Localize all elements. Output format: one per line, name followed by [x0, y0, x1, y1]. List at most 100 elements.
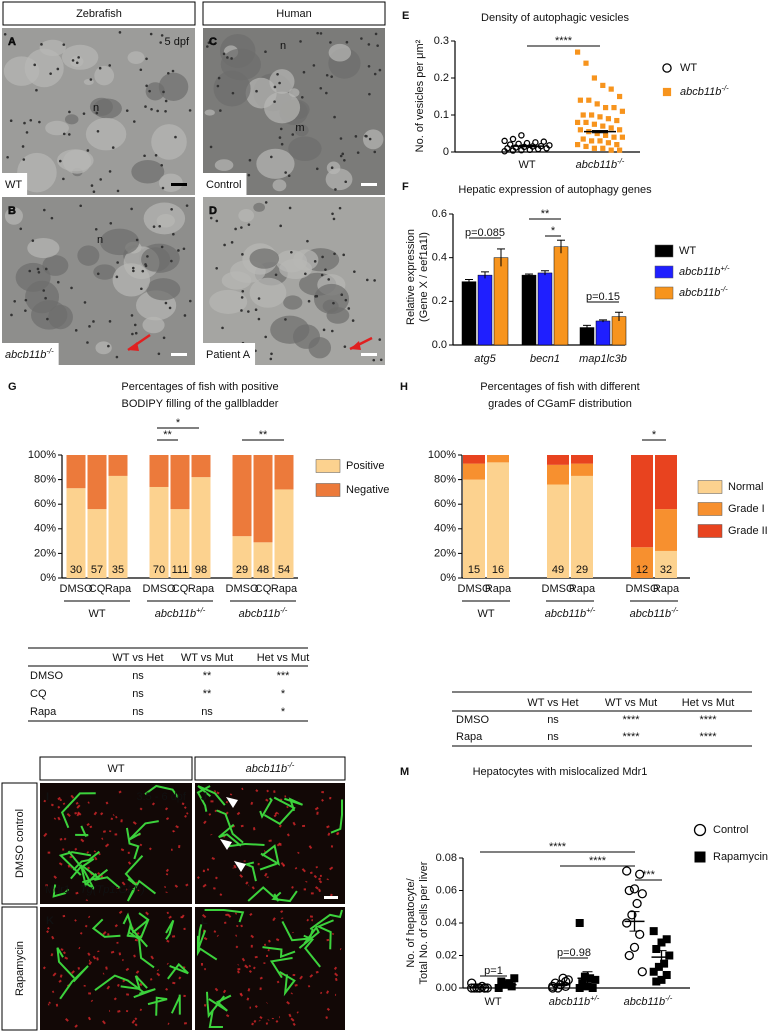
mdr1-signal: [50, 953, 54, 957]
data-point: [605, 116, 611, 122]
organelle: [288, 136, 322, 162]
granule: [170, 259, 173, 263]
biliary-signal: [91, 918, 121, 938]
mdr1-signal: [216, 791, 220, 795]
data-point: [540, 138, 548, 145]
granule: [334, 188, 337, 191]
chart-title: Hepatocytes with mislocalized Mdr1: [473, 766, 648, 778]
granule: [132, 269, 135, 273]
mdr1-signal: [241, 957, 246, 962]
y-tick-label: 0%: [40, 572, 56, 584]
organelle: [45, 120, 69, 136]
mdr1-signal: [66, 812, 71, 817]
mdr1-signal: [214, 987, 219, 992]
granule: [274, 273, 278, 277]
data-point: [611, 105, 617, 111]
biliary-signal: [75, 825, 89, 837]
mdr1-signal: [286, 833, 290, 837]
significance-label: ****: [549, 841, 567, 853]
biliary-signal: [298, 925, 320, 949]
row-header-box: [1, 782, 38, 905]
data-point: [583, 60, 589, 66]
data-point: [617, 147, 623, 153]
bar-segment: [463, 463, 485, 480]
granule: [270, 155, 273, 159]
mdr1-signal: [67, 864, 71, 868]
granule: [134, 331, 138, 335]
granule: [10, 313, 13, 317]
granule: [269, 357, 273, 361]
genotype-superscript: -/-: [617, 157, 625, 166]
granule: [215, 219, 219, 223]
granule: [307, 299, 311, 303]
granule: [62, 43, 66, 46]
y-axis-label: Relative expression: [405, 229, 417, 325]
mdr1-signal: [208, 813, 212, 816]
granule: [145, 57, 148, 61]
mdr1-signal: [292, 1022, 296, 1026]
granule: [90, 184, 94, 187]
granule: [177, 249, 180, 252]
legend-marker: [694, 851, 706, 863]
y-tick-label: 0.4: [432, 252, 447, 264]
biliary-signal: [120, 975, 148, 991]
mdr1-signal: [265, 798, 269, 802]
x-tick-label: CQ: [255, 583, 272, 595]
mdr1-signal: [274, 811, 279, 815]
granule: [130, 314, 134, 317]
y-tick-label: 0.1: [434, 109, 449, 121]
mdr1-signal: [87, 1016, 92, 1021]
legend-label: abcb11b+/-: [679, 264, 730, 278]
granule: [284, 318, 287, 321]
organelle: [362, 129, 384, 150]
granule: [376, 44, 379, 47]
bar-segment: [253, 542, 273, 578]
mdr1-signal: [53, 875, 58, 879]
mdr1-signal: [268, 939, 271, 943]
mdr1-signal: [233, 864, 237, 869]
chart-title: Density of autophagic vesicles: [481, 12, 629, 24]
granule: [332, 217, 336, 221]
mdr1-signal: [165, 817, 170, 821]
granule: [248, 158, 252, 162]
significance-label: p=0.98: [557, 947, 591, 959]
mdr1-signal: [318, 880, 323, 884]
biliary-signal: [128, 820, 159, 841]
y-tick-label: 60%: [34, 498, 56, 510]
biliary-signal: [216, 809, 244, 844]
granule: [221, 326, 224, 330]
y-tick-label: 80%: [34, 474, 56, 486]
granule: [130, 207, 133, 211]
granule: [6, 155, 9, 159]
table-header: Het vs Mut: [257, 652, 310, 664]
legend-swatch: [654, 265, 674, 279]
y-tick-label: 0.00: [436, 982, 457, 994]
mdr1-signal: [127, 861, 132, 865]
bar: [493, 257, 509, 346]
granule: [185, 204, 189, 207]
mdr1-signal: [236, 811, 241, 816]
granule: [42, 289, 46, 292]
table-cell: **: [203, 670, 212, 682]
granule: [373, 72, 377, 76]
mdr1-signal: [70, 794, 75, 799]
mdr1-signal: [92, 955, 97, 960]
granule: [62, 177, 65, 181]
row-header: DMSO control: [14, 809, 26, 878]
x-tick-label: becn1: [530, 353, 560, 365]
granule: [321, 255, 324, 259]
bar-segment: [170, 455, 190, 510]
y-tick-label: 40%: [34, 523, 56, 535]
mdr1-signal: [185, 812, 189, 815]
mdr1-signal: [60, 948, 64, 951]
granule: [82, 112, 86, 115]
x-tick-label: abcb11b+/-: [549, 994, 600, 1008]
gene-name: abcb11b: [679, 266, 720, 278]
granule: [62, 132, 66, 136]
row-header-box: [1, 906, 38, 1031]
granule: [287, 174, 291, 178]
column-header: abcb11b-/-: [246, 761, 295, 775]
x-tick-label: Rapa: [569, 583, 596, 595]
granule: [313, 260, 317, 263]
